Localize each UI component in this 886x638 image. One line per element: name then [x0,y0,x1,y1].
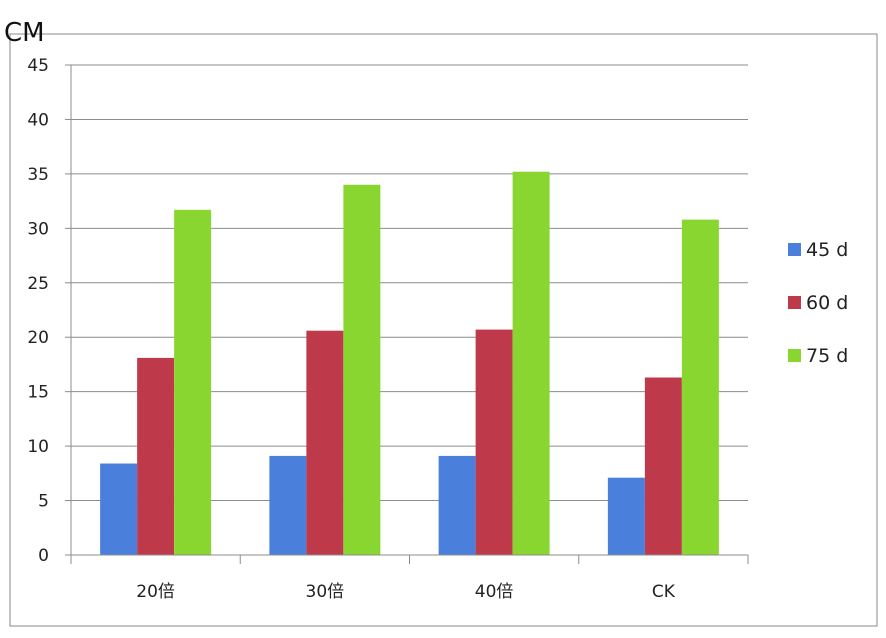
legend-label-1: 60 d [806,292,848,314]
bar-2-1 [343,184,381,555]
x-axis: 20倍 30倍 40倍 CK [70,554,749,602]
legend-swatch-2 [788,349,801,362]
y-tick-label: 15 [27,383,49,403]
bar-0-3 [607,477,645,555]
y-tick-label: 5 [38,492,49,512]
y-tick-label: 30 [27,219,49,239]
bar-0-2 [438,455,476,555]
bar-1-0 [137,357,175,555]
y-tick-label: 35 [27,165,49,185]
y-tick-label: 40 [27,110,49,130]
bars [100,171,719,556]
y-tick-label: 10 [27,437,49,457]
legend-label-0: 45 d [806,239,848,261]
x-category-label: 30倍 [306,582,345,602]
y-tick-label: 25 [27,274,49,294]
y-axis-unit-label: CM [4,18,45,48]
legend-swatch-0 [788,243,801,256]
bar-1-1 [306,330,344,555]
y-tick-label: 20 [27,328,49,348]
x-category-label: 20倍 [136,582,175,602]
x-category-label: 40倍 [475,582,514,602]
bar-2-2 [512,171,550,555]
bar-0-0 [100,463,138,555]
y-tick-label: 0 [38,546,49,566]
bar-2-3 [681,219,719,555]
bar-1-3 [644,377,682,555]
y-tick-label: 45 [27,56,49,76]
legend: 45 d 60 d 75 d [788,239,848,367]
x-category-label: CK [652,582,676,602]
legend-label-2: 75 d [806,345,848,367]
y-axis-ticks: 0 5 10 15 20 25 30 35 40 45 [27,56,72,566]
legend-swatch-1 [788,296,801,309]
bar-1-2 [475,329,513,555]
bar-2-0 [174,209,212,556]
bar-0-1 [269,455,307,555]
